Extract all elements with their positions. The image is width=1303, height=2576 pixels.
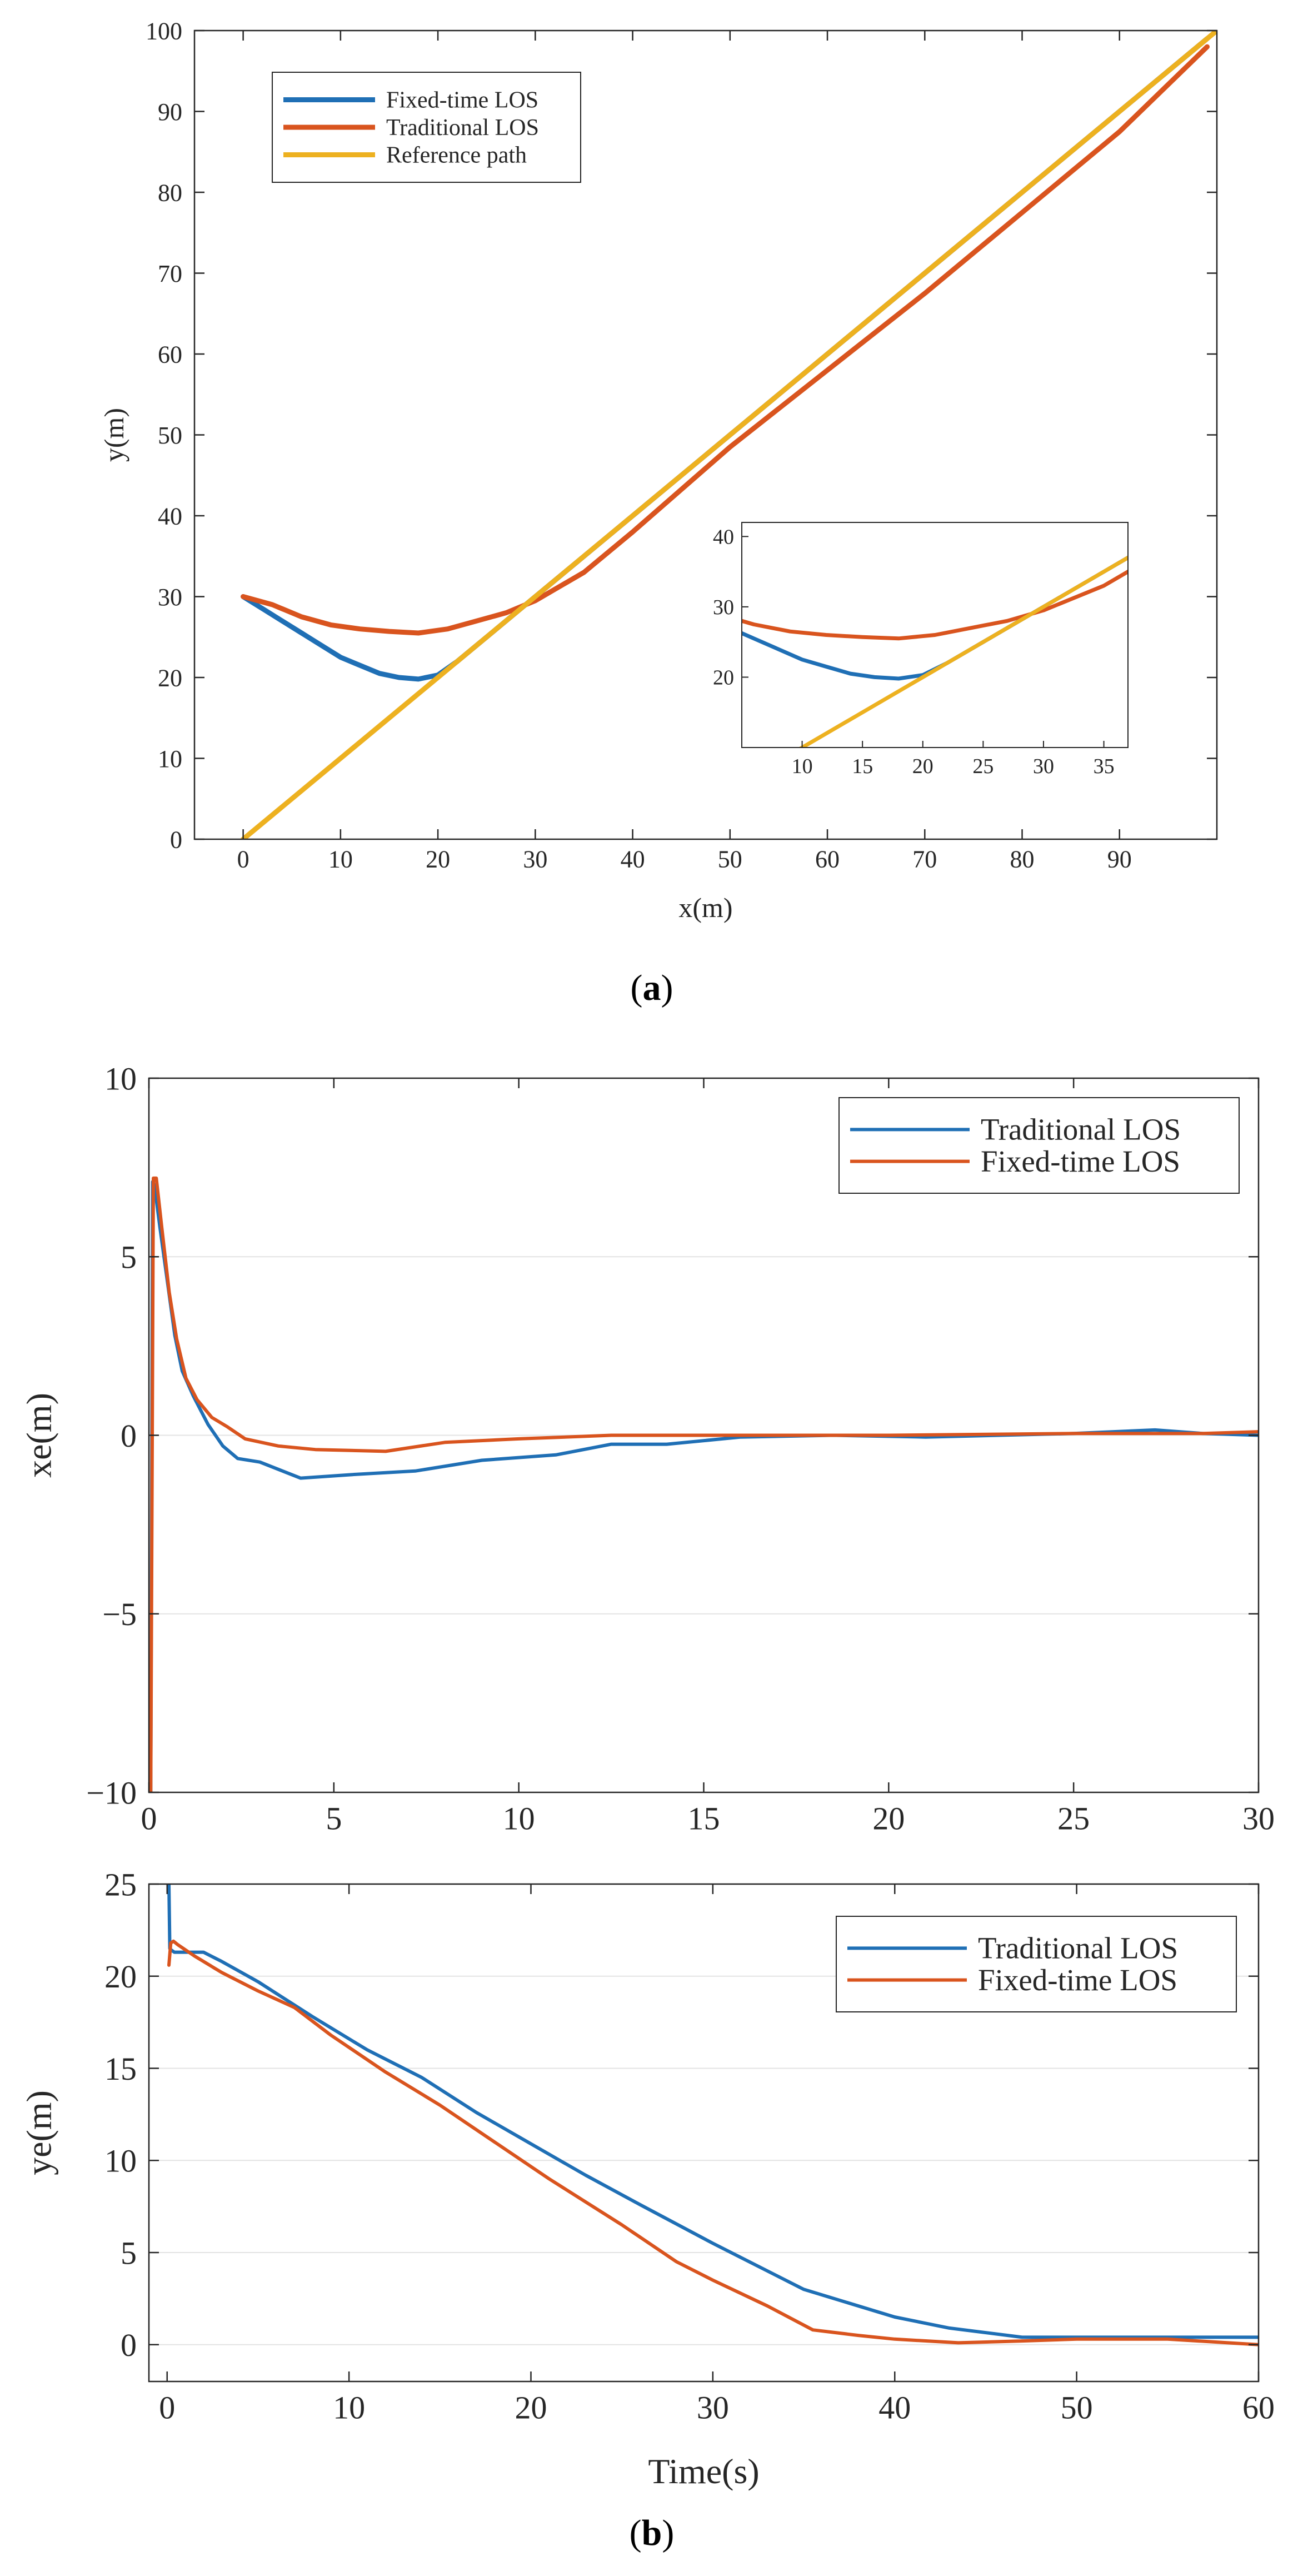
chart-b-top: 0 5 10 15 20 25 30 −10 −5 0 5 10 xe(m) Traditional LO… <box>19 1060 1275 1836</box>
y-tick-label: 30 <box>158 584 182 611</box>
legend-label: Fixed-time LOS <box>386 87 538 113</box>
inset-x-tick-label: 35 <box>1094 755 1115 778</box>
y-tick-label: 10 <box>158 745 182 773</box>
y-tick-label: 20 <box>104 1959 137 1995</box>
inset-x-tick-label: 15 <box>852 755 873 778</box>
y-tick-label: 20 <box>158 664 182 691</box>
y-tick-label: 0 <box>170 826 182 853</box>
y-tick-label: 60 <box>158 341 182 368</box>
inset-y-tick-label: 30 <box>713 596 734 619</box>
x-tick-label: 80 <box>1010 846 1035 873</box>
inset-series-3-line <box>798 555 1128 748</box>
y-tick-label: 100 <box>146 17 182 44</box>
x-tick-label: 20 <box>872 1801 905 1837</box>
inset-series-2-line <box>742 569 1128 641</box>
x-tick-label: 0 <box>159 2390 175 2426</box>
inset-chart: 10 15 20 25 30 35 20 30 40 <box>713 522 1129 778</box>
chart-b-top-series-2-line <box>149 1176 1259 1792</box>
y-tick-label: −5 <box>102 1596 137 1632</box>
inset-y-tick-label: 40 <box>713 525 734 549</box>
x-tick-label: 30 <box>523 846 547 873</box>
caption-b: (b) <box>629 2513 675 2553</box>
legend-box <box>838 1097 1240 1194</box>
y-tick-label: 10 <box>104 1060 137 1097</box>
caption-b-letter: b <box>641 2513 662 2553</box>
x-tick-label: 10 <box>333 2390 365 2426</box>
inset-x-tick-label: 30 <box>1033 755 1054 778</box>
x-tick-label: 50 <box>718 846 742 873</box>
inset-x-tick-label: 25 <box>972 755 994 778</box>
inset-y-tick-label: 20 <box>713 666 734 689</box>
y-tick-label: 0 <box>121 2327 137 2363</box>
legend-label: Reference path <box>386 142 527 168</box>
legend-label: Traditional LOS <box>978 1931 1178 1965</box>
y-tick-label: 10 <box>104 2143 137 2179</box>
x-tick-label: 20 <box>426 846 450 873</box>
chart-b-bottom-series-2-line <box>167 1939 1259 2346</box>
x-axis-label: Time(s) <box>648 2452 759 2491</box>
chart-b-bottom-series-1-line <box>167 1884 1259 2339</box>
x-tick-label: 20 <box>515 2390 547 2426</box>
y-tick-label: 70 <box>158 260 182 287</box>
y-tick-label: 5 <box>121 2235 137 2271</box>
x-tick-label: 90 <box>1107 846 1132 873</box>
chart-a-series-2-line <box>241 44 1210 636</box>
x-tick-label: 25 <box>1057 1801 1090 1837</box>
y-tick-label: 15 <box>104 2051 137 2087</box>
chart-b-bottom: 0 10 20 30 40 50 60 0 5 10 15 20 25 Time(s) ye(m) Tradi… <box>19 1866 1275 2491</box>
y-tick-label: 80 <box>158 179 182 206</box>
x-tick-label: 15 <box>688 1801 720 1837</box>
x-tick-label: 10 <box>328 846 353 873</box>
y-tick-label: 50 <box>158 422 182 449</box>
x-axis-label: x(m) <box>678 892 732 923</box>
x-tick-label: 60 <box>815 846 840 873</box>
legend-label: Fixed-time LOS <box>981 1144 1180 1178</box>
y-tick-label: 40 <box>158 502 182 530</box>
plot-frame <box>148 1883 1260 2383</box>
x-tick-label: 5 <box>326 1801 342 1837</box>
y-axis-label: xe(m) <box>19 1393 59 1478</box>
legend-label: Traditional LOS <box>386 115 539 141</box>
x-tick-label: 60 <box>1242 2390 1275 2426</box>
legend-box <box>836 1916 1237 2012</box>
x-tick-label: 0 <box>237 846 249 873</box>
chart-a: 0 10 20 30 40 50 60 70 80 90 0 10 20 30 40 50 60 70 80 90 10… <box>98 17 1218 923</box>
legend-label: Fixed-time LOS <box>978 1963 1177 1997</box>
x-tick-label: 0 <box>141 1801 157 1837</box>
chart-a-series-3-line <box>241 31 1217 839</box>
y-axis-label: ye(m) <box>19 2090 59 2175</box>
y-tick-label: −10 <box>86 1775 137 1811</box>
y-tick-label: 90 <box>158 98 182 126</box>
x-tick-label: 30 <box>697 2390 729 2426</box>
inset-x-tick-label: 20 <box>912 755 933 778</box>
caption-a-letter: a <box>642 968 661 1008</box>
inset-series-1-line <box>742 555 1128 681</box>
y-tick-label: 25 <box>104 1866 137 1902</box>
x-tick-label: 10 <box>503 1801 535 1837</box>
inset-x-tick-label: 10 <box>792 755 813 778</box>
x-tick-label: 70 <box>912 846 937 873</box>
x-tick-label: 40 <box>621 846 645 873</box>
legend-label: Traditional LOS <box>981 1112 1181 1146</box>
caption-a: (a) <box>630 968 673 1008</box>
inset-frame <box>741 522 1129 748</box>
y-axis-label: y(m) <box>98 408 129 462</box>
y-tick-label: 5 <box>121 1239 137 1275</box>
y-tick-label: 0 <box>121 1418 137 1454</box>
x-tick-label: 50 <box>1061 2390 1093 2426</box>
x-tick-label: 40 <box>878 2390 911 2426</box>
x-tick-label: 30 <box>1242 1801 1275 1837</box>
